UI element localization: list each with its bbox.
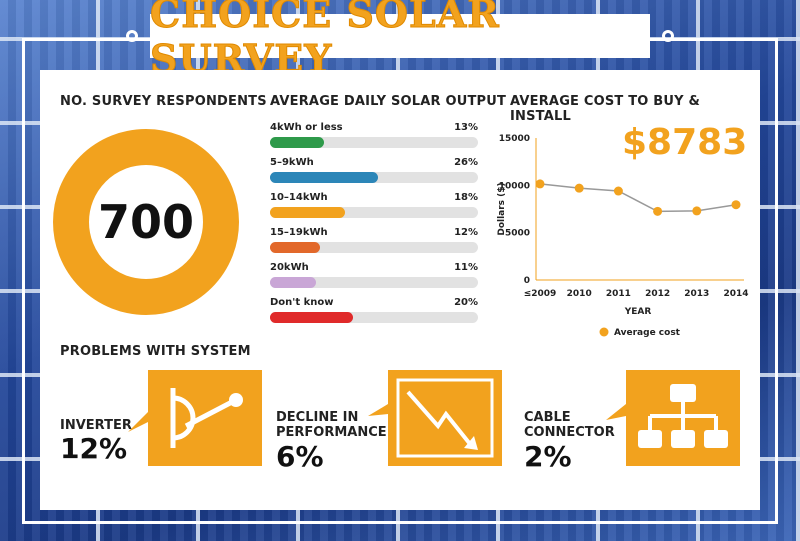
bar-track [270,137,478,148]
data-point [731,200,741,210]
problem-pct-inverter: 12% [60,432,128,465]
data-point [692,206,702,216]
x-tick-label: 2010 [567,289,592,299]
average-cost-value: $8783 [622,122,748,163]
bar [270,137,325,148]
problem-label-line: PERFORMANCE [276,425,387,440]
bar-value-label: 11% [454,262,478,273]
bar [270,207,345,218]
y-tick-label: 5000 [505,229,530,239]
bar-category-label: 10–14kWh [270,192,328,203]
x-tick-label: ≤2009 [524,289,557,299]
problem-pct-decline: 6% [276,440,324,473]
respondents-heading: NO. SURVEY RESPONDENTS [60,94,267,109]
bar-category-label: Don't know [270,297,334,308]
bar [270,277,316,288]
x-tick-label: 2013 [684,289,709,299]
x-tick-label: 2014 [723,289,748,299]
y-tick-label: 10000 [499,181,530,191]
frame-ring-right [662,30,674,42]
problem-label-cable: CABLE CONNECTOR [524,410,615,440]
bar-track [270,312,478,323]
problem-label-line: DECLINE IN [276,410,359,425]
bar-category-label: 5–9kWh [270,157,314,168]
bar-track [270,277,478,288]
bar-category-label: 15–19kWh [270,227,328,238]
data-point [653,206,663,216]
problem-label-line: CONNECTOR [524,425,615,440]
data-point [613,186,623,196]
declining-trend-icon [368,370,502,466]
inverter-switch-icon [128,370,262,466]
cost-line-chart: 0 5000 10000 15000 ≤2009 2010 2011 2012 2013 2014… [497,134,749,338]
problem-label-decline: DECLINE IN PERFORMANCE [276,410,387,440]
x-tick-label: 2011 [606,289,631,299]
respondents-donut [53,129,239,315]
respondents-donut-ring [53,129,239,315]
bar-value-label: 26% [454,157,478,168]
respondents-count: 700 [97,195,195,249]
bar-category-label: 4kWh or less [270,122,343,133]
y-axis-title: Dollars ($) [497,182,507,235]
problem-label-line: CABLE [524,410,571,425]
infographic-panel: NO. SURVEY RESPONDENTS 700 AVERAGE DAILY… [40,70,760,510]
y-tick-label: 0 [524,276,530,286]
bar-track [270,207,478,218]
bar-value-label: 13% [454,122,478,133]
x-tick-label: 2012 [645,289,670,299]
bar [270,242,320,253]
problem-pct-cable: 2% [524,440,572,473]
cable-connector-icon [606,370,740,466]
bar [270,312,354,323]
y-tick-label: 15000 [499,134,530,144]
output-heading: AVERAGE DAILY SOLAR OUTPUT [270,94,507,109]
problems-heading: PROBLEMS WITH SYSTEM [60,344,251,359]
data-point [574,183,584,193]
page-title: CHOICE SOLAR SURVEY [150,0,500,82]
legend-marker [599,327,609,337]
frame-ring-left [126,30,138,42]
series-line [539,183,737,213]
legend-label: Average cost [614,328,681,338]
problem-label-inverter: INVERTER [60,418,132,433]
title-banner: CHOICE SOLAR SURVEY [150,0,650,82]
bar-track [270,172,478,183]
bar-value-label: 18% [454,192,478,203]
problem-label-line: INVERTER [60,418,132,433]
bar-category-label: 20kWh [270,262,309,273]
bar-value-label: 20% [454,297,478,308]
data-point [535,179,545,189]
bar-track [270,242,478,253]
bar-value-label: 12% [454,227,478,238]
x-axis-title: YEAR [624,307,652,317]
bar [270,172,379,183]
cost-heading: AVERAGE COST TO BUY & INSTALL [510,94,701,124]
